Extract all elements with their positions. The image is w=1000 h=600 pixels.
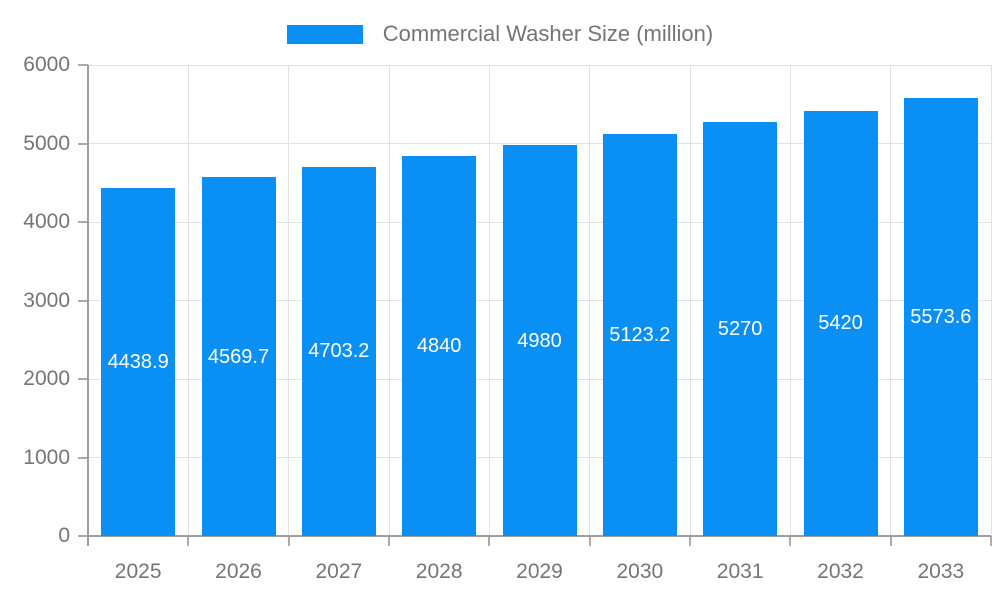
- gridline-v: [288, 65, 290, 536]
- gridline-v: [589, 65, 591, 536]
- x-tick-label: 2028: [415, 560, 463, 583]
- bar-value-label: 5573.6: [910, 306, 972, 329]
- bar-value-label: 4980: [517, 329, 562, 352]
- x-tick: [287, 536, 290, 546]
- x-tick-label: 2027: [315, 560, 363, 583]
- bar: [602, 133, 677, 536]
- y-tick-label: 2000: [23, 367, 70, 390]
- x-tick: [990, 536, 992, 546]
- bar: [402, 156, 477, 536]
- gridline-v: [689, 65, 691, 536]
- bar-value-label: 4840: [416, 335, 462, 358]
- x-tick: [388, 536, 390, 546]
- bar-value-label: 5123.2: [609, 323, 671, 346]
- gridline-v: [890, 65, 892, 536]
- x-tick-label: 2031: [716, 560, 764, 583]
- bar: [201, 177, 276, 536]
- gridline-v: [388, 65, 390, 536]
- bar: [703, 122, 778, 536]
- x-tick-label: 2033: [917, 560, 965, 583]
- bar: [301, 166, 376, 536]
- x-tick: [789, 536, 792, 546]
- x-tick-label: 2032: [817, 560, 864, 583]
- y-tick: [78, 221, 88, 223]
- y-tick: [78, 142, 88, 145]
- gridline-v: [187, 65, 189, 536]
- gridline-v: [488, 65, 490, 536]
- gridline-v: [789, 65, 791, 536]
- bar: [101, 187, 176, 536]
- y-tick: [78, 456, 88, 459]
- gridline-h: [88, 64, 991, 66]
- x-tick-label: 2026: [215, 560, 262, 583]
- y-tick-label: 0: [58, 524, 70, 547]
- y-tick-label: 3000: [23, 288, 70, 312]
- y-tick-label: 1000: [23, 445, 70, 469]
- y-tick: [78, 299, 88, 302]
- legend-label: Commercial Washer Size (million): [382, 21, 714, 46]
- legend-item[interactable]: Commercial Washer Size (million): [0, 21, 1000, 47]
- x-tick: [187, 536, 190, 546]
- y-tick: [78, 535, 88, 537]
- x-tick-label: 2025: [114, 560, 162, 583]
- y-tick-label: 4000: [23, 210, 70, 233]
- y-axis-line: [87, 65, 89, 546]
- bar-value-label: 4569.7: [207, 345, 270, 368]
- legend-swatch: [286, 24, 363, 44]
- bar: [803, 110, 878, 536]
- bar-value-label: 4703.2: [308, 340, 370, 363]
- bar-value-label: 5270: [717, 318, 763, 341]
- gridline-v: [990, 65, 992, 536]
- bar: [502, 145, 577, 536]
- gridline-h: [88, 143, 991, 144]
- x-tick: [689, 536, 691, 546]
- bar: [903, 98, 978, 536]
- x-tick: [889, 536, 892, 546]
- bar-value-label: 5420: [818, 312, 863, 335]
- x-tick: [588, 536, 591, 546]
- y-tick: [78, 378, 88, 380]
- bar-value-label: 4438.9: [107, 350, 169, 373]
- y-tick-label: 5000: [23, 131, 70, 155]
- x-axis-line: [88, 535, 991, 537]
- x-tick-label: 2029: [516, 560, 563, 583]
- x-tick-label: 2030: [616, 560, 664, 583]
- y-tick-label: 6000: [23, 53, 70, 76]
- y-tick: [78, 64, 88, 66]
- x-tick: [488, 536, 491, 546]
